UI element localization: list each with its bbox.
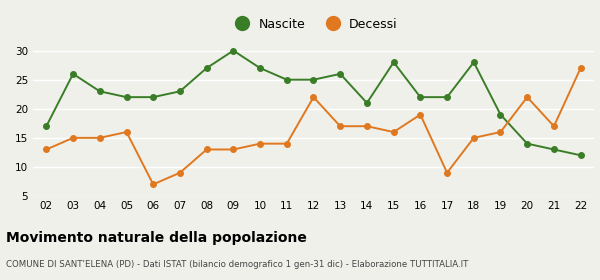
Legend: Nascite, Decessi: Nascite, Decessi xyxy=(224,13,403,36)
Text: COMUNE DI SANT'ELENA (PD) - Dati ISTAT (bilancio demografico 1 gen-31 dic) - Ela: COMUNE DI SANT'ELENA (PD) - Dati ISTAT (… xyxy=(6,260,469,269)
Text: Movimento naturale della popolazione: Movimento naturale della popolazione xyxy=(6,231,307,245)
